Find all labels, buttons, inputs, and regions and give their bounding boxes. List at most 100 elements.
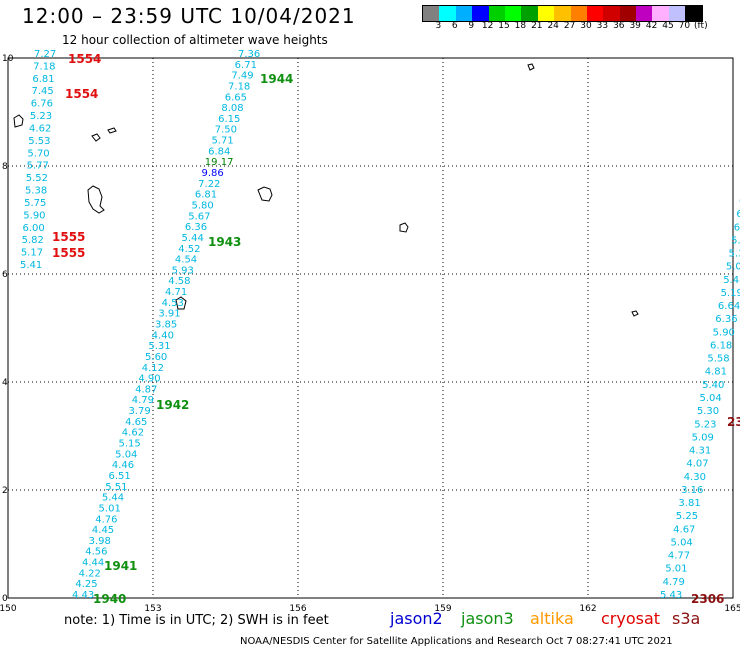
wave-height-value: 5.04: [671, 537, 693, 548]
altimeter-track: 5.43 4.79 5.01 4.77 5.04 4.67 5.25 3.81 3.16 4.30…: [660, 196, 740, 601]
wave-height-value: 4.46: [112, 460, 134, 471]
wave-height-value: 6.81: [195, 190, 217, 201]
wave-height-value: 8.08: [221, 103, 243, 114]
satellite-legend-item: s3a: [672, 609, 701, 628]
color-swatch: [636, 6, 653, 21]
color-swatch: [554, 6, 571, 21]
island-outline: [175, 296, 187, 310]
wave-height-value: 19.17: [205, 157, 234, 168]
wave-height-value: 5.44: [102, 493, 124, 504]
wave-height-value: 6.81: [32, 74, 54, 85]
island-outline: [399, 222, 409, 233]
color-scale-label: (ft): [694, 21, 708, 31]
wave-height-value: 5.19: [721, 288, 740, 299]
wave-height-value: 3.16: [681, 485, 703, 496]
wave-height-value: 6.36: [185, 222, 207, 233]
wave-height-value: 3.81: [678, 498, 700, 509]
color-scale-label: 18: [514, 21, 527, 31]
color-scale-label: 36: [613, 21, 625, 31]
wave-height-value: 5.70: [27, 148, 49, 159]
wave-height-value: 5.01: [99, 503, 121, 514]
island-outline: [91, 133, 101, 142]
wave-height-value: 4.53: [162, 298, 184, 309]
wave-height-value: 5.44: [182, 233, 204, 244]
wave-height-value: 4.81: [705, 367, 727, 378]
wave-height-value: 4.25: [75, 579, 97, 590]
wave-height-value: 4.52: [178, 244, 200, 255]
pass-time-label: 1554: [65, 87, 98, 101]
color-scale-label: 3: [435, 21, 442, 31]
wave-height-value: 7.18: [228, 81, 250, 92]
color-swatch: [586, 6, 604, 21]
wave-height-value: 4.07: [686, 459, 708, 470]
wave-height-value: 4.40: [152, 330, 174, 341]
altimeter-track: 5.415.17 5.826.00 5.905.755.38 5.525.77 5.70…: [20, 49, 56, 271]
wave-height-value: 5.04: [700, 393, 722, 404]
units-note: note: 1) Time is in UTC; 2) SWH is in fe…: [64, 613, 329, 628]
wave-height-value: 3.79: [128, 406, 150, 417]
island-outline: [107, 127, 117, 134]
color-scale-label: 27: [563, 21, 576, 31]
altimeter-track: 4.434.254.224.444.563.984.454.765.015.44…: [72, 49, 260, 601]
wave-height-value: 4.31: [689, 446, 711, 457]
wave-height-value: 6.00: [22, 223, 44, 234]
color-scale-label: 9: [468, 21, 475, 31]
wave-height-value: 5.80: [192, 200, 214, 211]
island-outline: [257, 186, 273, 202]
wave-height-value: 5.30: [697, 406, 719, 417]
page-title: 12:00 – 23:59 UTC 10/04/2021: [22, 4, 356, 28]
island-outline: [527, 63, 535, 71]
wave-height-value: 9.86: [201, 168, 223, 179]
satellite-legend-item: jason2: [390, 609, 443, 628]
y-tick-label: 8: [2, 162, 8, 172]
credit-footer: NOAA/NESDIS Center for Satellite Applica…: [240, 636, 673, 647]
wave-height-value: 4.54: [175, 255, 197, 266]
wave-height-value: 5.17: [21, 248, 43, 259]
pass-time-label: 2306: [691, 592, 724, 606]
wave-height-value: 4.79: [663, 577, 685, 588]
wave-height-value: 5.23: [30, 111, 52, 122]
x-tick-label: 159: [434, 604, 451, 614]
color-swatch: [423, 6, 440, 21]
island-outline: [13, 114, 24, 128]
pass-time-label: 23: [727, 415, 740, 429]
wave-height-value: 5.90: [23, 210, 45, 221]
wave-height-value: 4.65: [125, 417, 147, 428]
wave-height-value: 5.41: [20, 260, 42, 271]
wave-height-value: 6.18: [710, 340, 732, 351]
wave-height-value: 4.56: [85, 547, 107, 558]
wave-height-value: 4.45: [92, 525, 114, 536]
wave-height-value: 7.49: [231, 71, 253, 82]
wave-height-value: 5.23: [694, 419, 716, 430]
pass-time-label: 1940: [93, 592, 126, 606]
wave-height-value: 4.30: [684, 472, 706, 483]
wave-height-value: 5.90: [713, 327, 735, 338]
y-tick-label: 4: [2, 378, 8, 388]
color-scale-label: 21: [531, 21, 543, 31]
color-scale-label: 70: [678, 21, 691, 31]
wave-height-value: 6.36: [715, 314, 737, 325]
wave-height-value: 6.0: [734, 222, 740, 233]
color-scale-label: 33: [596, 21, 609, 31]
color-swatch: [488, 6, 505, 21]
wave-height-value: 5.58: [707, 354, 729, 365]
wave-height-value: 4.62: [29, 123, 51, 134]
pass-time-label: 1944: [260, 72, 293, 86]
island-outlines: [13, 63, 639, 317]
color-scale-label: 30: [580, 21, 592, 31]
wave-height-value: 5.04: [115, 449, 137, 460]
pass-time-label: 1555: [52, 230, 85, 244]
color-swatch: [472, 6, 489, 21]
color-swatch: [455, 6, 473, 21]
y-tick-label: 10: [2, 54, 14, 64]
wave-height-value: 7.45: [32, 86, 54, 97]
wave-height-value: 6: [736, 209, 740, 220]
wave-height-value: 5.00: [726, 262, 740, 273]
wave-height-value: 4.90: [138, 374, 160, 385]
y-tick-label: 2: [2, 486, 8, 496]
color-swatch: [521, 6, 538, 21]
pass-time-label: 1554: [68, 52, 101, 66]
wave-height-value: 5.48: [723, 275, 740, 286]
page-subtitle: 12 hour collection of altimeter wave hei…: [62, 33, 328, 47]
